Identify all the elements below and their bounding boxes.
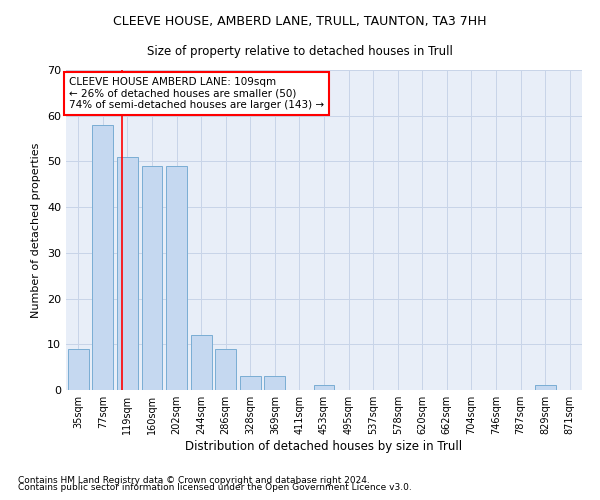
Y-axis label: Number of detached properties: Number of detached properties bbox=[31, 142, 41, 318]
Bar bbox=[535, 386, 556, 390]
Bar bbox=[314, 386, 334, 390]
Text: Size of property relative to detached houses in Trull: Size of property relative to detached ho… bbox=[147, 45, 453, 58]
Text: CLEEVE HOUSE, AMBERD LANE, TRULL, TAUNTON, TA3 7HH: CLEEVE HOUSE, AMBERD LANE, TRULL, TAUNTO… bbox=[113, 15, 487, 28]
Bar bbox=[215, 349, 236, 390]
Bar bbox=[191, 335, 212, 390]
X-axis label: Distribution of detached houses by size in Trull: Distribution of detached houses by size … bbox=[185, 440, 463, 453]
Bar bbox=[92, 125, 113, 390]
Text: CLEEVE HOUSE AMBERD LANE: 109sqm
← 26% of detached houses are smaller (50)
74% o: CLEEVE HOUSE AMBERD LANE: 109sqm ← 26% o… bbox=[69, 77, 324, 110]
Bar bbox=[142, 166, 163, 390]
Bar bbox=[166, 166, 187, 390]
Bar bbox=[240, 376, 261, 390]
Bar bbox=[68, 349, 89, 390]
Text: Contains HM Land Registry data © Crown copyright and database right 2024.: Contains HM Land Registry data © Crown c… bbox=[18, 476, 370, 485]
Bar bbox=[265, 376, 286, 390]
Text: Contains public sector information licensed under the Open Government Licence v3: Contains public sector information licen… bbox=[18, 484, 412, 492]
Bar bbox=[117, 157, 138, 390]
